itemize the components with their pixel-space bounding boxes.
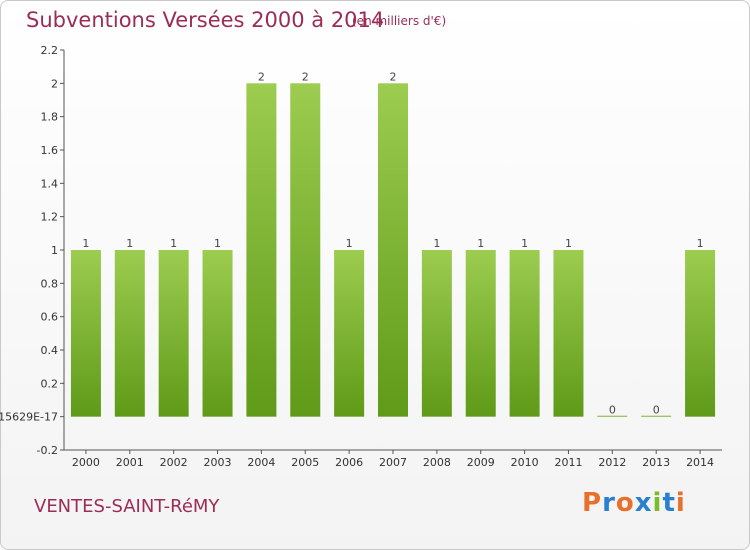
- x-tick-label: 2005: [291, 456, 319, 469]
- y-tick-label: 2: [51, 77, 58, 90]
- x-tick-label: 2009: [467, 456, 495, 469]
- logo-letter: o: [615, 488, 635, 518]
- x-tick-label: 2001: [116, 456, 144, 469]
- bar: [158, 250, 189, 417]
- unit-label: (en milliers d'€): [352, 14, 447, 28]
- axes: 2.2 2 1.8 1.6 1.4 1.2 1 0.8 0.6 0.4 0.2 15629E-17 -0…: [0, 44, 722, 469]
- bar: [509, 250, 540, 417]
- data-label: 1: [82, 237, 89, 250]
- bar: [597, 415, 628, 417]
- x-tick-label: 2007: [379, 456, 407, 469]
- data-label: 2: [302, 70, 309, 83]
- logo-letter: i: [652, 488, 663, 518]
- y-tick-label: 15629E-17: [0, 411, 58, 424]
- data-label: 1: [126, 237, 133, 250]
- y-tick-label: 1.2: [41, 211, 59, 224]
- data-label: 2: [258, 70, 265, 83]
- y-tick-label: 0.6: [41, 311, 59, 324]
- bar: [553, 250, 584, 417]
- x-tick-label: 2000: [72, 456, 100, 469]
- bar: [334, 250, 365, 417]
- x-tick-label: 2002: [160, 456, 188, 469]
- bar: [641, 415, 672, 417]
- x-tick-label: 2012: [598, 456, 626, 469]
- proxiti-logo: Proxiti: [582, 488, 686, 518]
- x-tick-label: 2014: [686, 456, 714, 469]
- bar: [378, 83, 408, 417]
- y-tick-label: -0.2: [37, 444, 58, 457]
- x-tick-label: 2004: [247, 456, 275, 469]
- y-tick-label: 1: [51, 244, 58, 257]
- x-tick-label: 2006: [335, 456, 363, 469]
- data-label: 1: [521, 237, 528, 250]
- logo-letter: t: [662, 488, 676, 518]
- logo-letter: x: [634, 488, 653, 518]
- data-label: 2: [390, 70, 397, 83]
- bar: [246, 83, 277, 417]
- data-label: 1: [170, 237, 177, 250]
- x-tick-label: 2003: [204, 456, 232, 469]
- y-tick-label: 0.2: [41, 377, 59, 390]
- data-label: 1: [346, 237, 353, 250]
- data-label: 0: [609, 404, 616, 417]
- bar: [685, 250, 716, 417]
- commune-name: VENTES-SAINT-RéMY: [34, 496, 220, 517]
- x-tick-label: 2008: [423, 456, 451, 469]
- data-label: 1: [214, 237, 221, 250]
- y-tick-label: 1.4: [41, 177, 59, 190]
- bar: [114, 250, 145, 417]
- y-tick-label: 1.6: [41, 144, 59, 157]
- chart-title: Subventions Versées 2000 à 2014: [26, 8, 385, 32]
- data-label: 1: [697, 237, 704, 250]
- data-label: 1: [433, 237, 440, 250]
- data-label: 0: [653, 404, 660, 417]
- logo-letter: P: [582, 488, 603, 518]
- data-labels: 1 1 1 1 2 2 1 2 1 1 1 1 0 0 1: [82, 70, 703, 416]
- y-tick-label: 1.8: [41, 111, 59, 124]
- bars: [70, 83, 716, 417]
- bar: [290, 83, 321, 417]
- y-tick-label: 2.2: [41, 44, 59, 57]
- x-tick-label: 2010: [511, 456, 539, 469]
- bar: [70, 250, 101, 417]
- bar: [465, 250, 496, 417]
- x-tick-label: 2013: [642, 456, 670, 469]
- bar: [202, 250, 233, 417]
- y-tick-label: 0.8: [41, 277, 59, 290]
- y-tick-label: 0.4: [41, 344, 59, 357]
- data-label: 1: [565, 237, 572, 250]
- data-label: 1: [477, 237, 484, 250]
- logo-letter: r: [602, 488, 616, 518]
- x-tick-label: 2011: [554, 456, 582, 469]
- bar: [421, 250, 452, 417]
- logo-letter: i: [675, 488, 686, 518]
